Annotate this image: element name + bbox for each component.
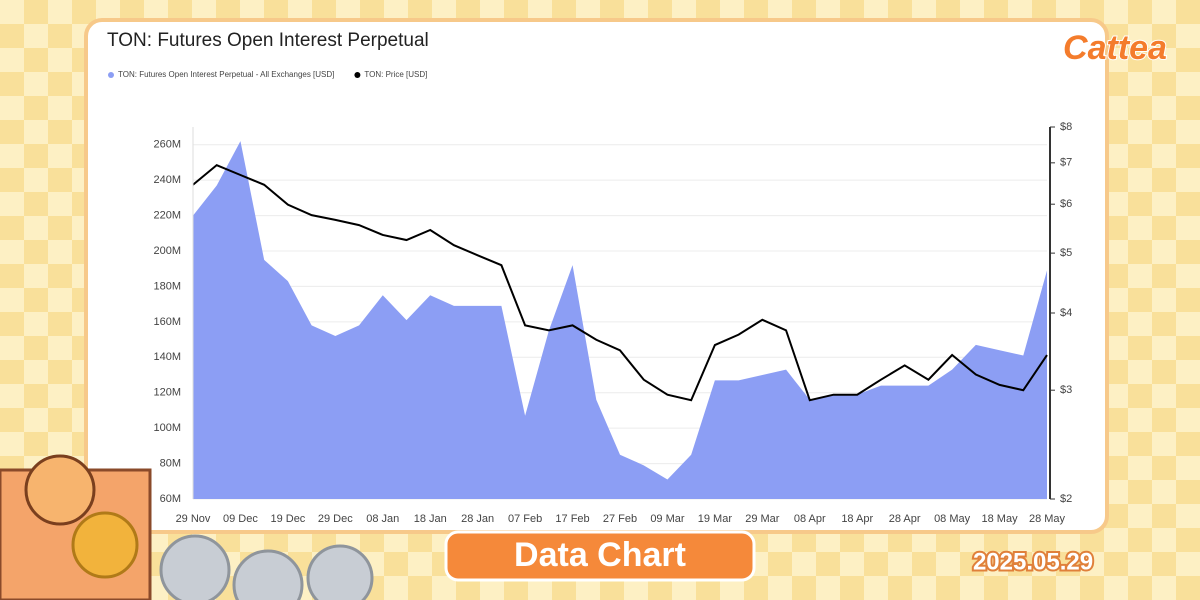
y2-tick-label: $3 xyxy=(1060,384,1072,396)
x-tick-label: 18 May xyxy=(982,513,1019,525)
x-tick-label: 28 Apr xyxy=(889,513,921,525)
y-tick-label: 140M xyxy=(153,351,181,363)
legend-marker xyxy=(108,72,114,78)
legend-marker xyxy=(354,72,361,78)
x-tick-label: 17 Feb xyxy=(555,513,589,525)
y-tick-label: 180M xyxy=(153,280,181,292)
line xyxy=(192,163,1048,402)
x-tick-label: 09 Mar xyxy=(650,513,685,525)
x-tick-label: 29 Mar xyxy=(745,513,780,525)
y-tick-label: 60M xyxy=(160,493,181,505)
y2-tick-label: $7 xyxy=(1060,157,1072,169)
logo: Cattea xyxy=(1063,29,1167,67)
x-tick-label: 28 Jan xyxy=(461,513,494,525)
y-tick-label: 220M xyxy=(153,209,181,221)
chart-title: TON: Futures Open Interest Perpetual xyxy=(107,30,429,51)
y-tick-label: 260M xyxy=(153,139,181,151)
y-tick-label: 200M xyxy=(153,245,181,257)
x-tick-label: 18 Jan xyxy=(414,513,447,525)
x-tick-label: 19 Mar xyxy=(698,513,733,525)
x-tick-label: 08 Apr xyxy=(794,513,826,525)
x-tick-label: 07 Feb xyxy=(508,513,542,525)
banner: Data Chart xyxy=(514,536,686,574)
legend-label: TON: Futures Open Interest Perpetual - A… xyxy=(118,70,334,79)
y2-tick-label: $2 xyxy=(1060,493,1072,505)
x-tick-label: 27 Feb xyxy=(603,513,637,525)
y-tick-label: 120M xyxy=(153,387,181,399)
x-tick-label: 28 May xyxy=(1029,513,1066,525)
y-tick-label: 160M xyxy=(153,316,181,328)
x-tick-label: 19 Dec xyxy=(270,513,305,525)
area xyxy=(193,141,1047,499)
y2-tick-label: $8 xyxy=(1060,121,1072,133)
y2-tick-label: $6 xyxy=(1060,198,1072,210)
banner-box xyxy=(444,530,756,582)
x-tick-label: 18 Apr xyxy=(841,513,873,525)
y2-tick-label: $4 xyxy=(1060,307,1072,319)
y2-tick-label: $5 xyxy=(1060,247,1072,259)
decoration xyxy=(0,454,374,600)
legend-label: TON: Price [USD] xyxy=(364,70,427,79)
date: 2025.05.29 xyxy=(973,548,1093,575)
x-tick-label: 09 Dec xyxy=(223,513,258,525)
x-tick-label: 29 Nov xyxy=(176,513,211,525)
x-tick-label: 29 Dec xyxy=(318,513,353,525)
y-tick-label: 240M xyxy=(153,174,181,186)
x-tick-label: 08 May xyxy=(934,513,971,525)
x-tick-label: 08 Jan xyxy=(366,513,399,525)
y-tick-label: 80M xyxy=(160,457,181,469)
y-tick-label: 100M xyxy=(153,422,181,434)
